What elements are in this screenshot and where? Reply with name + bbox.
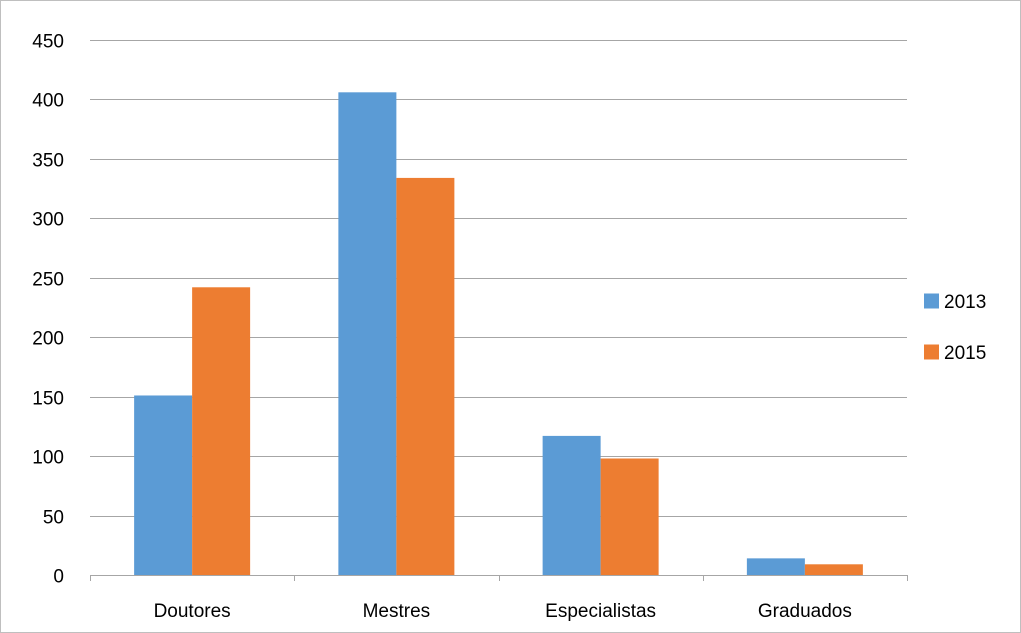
x-tick-label-mestres: Mestres xyxy=(363,601,431,622)
y-tick-label-300: 300 xyxy=(32,210,64,231)
x-tick-label-especialistas: Especialistas xyxy=(545,601,656,622)
y-tick-label-0: 0 xyxy=(53,567,64,588)
y-tick-label-350: 350 xyxy=(32,151,64,172)
legend-swatch-2013 xyxy=(924,293,939,309)
y-tick-label-100: 100 xyxy=(32,448,64,469)
bar-graduados-2013 xyxy=(746,558,805,575)
x-tick-label-graduados: Graduados xyxy=(758,601,852,622)
y-tick-label-400: 400 xyxy=(32,91,64,112)
legend-swatch-2015 xyxy=(924,344,939,360)
bar-mestres-2015 xyxy=(396,177,455,575)
legend-label-2013: 2013 xyxy=(944,292,986,313)
x-axis-tick-labels: Doutores Mestres Especialistas Graduados xyxy=(154,601,852,622)
legend-label-2015: 2015 xyxy=(944,343,986,364)
bar-especialistas-2015 xyxy=(600,458,659,575)
bar-doutores-2013 xyxy=(134,395,193,575)
y-tick-label-250: 250 xyxy=(32,270,64,291)
y-tick-label-50: 50 xyxy=(43,508,64,529)
legend: 2013 2015 xyxy=(924,292,986,364)
y-tick-label-200: 200 xyxy=(32,329,64,350)
x-tick-label-doutores: Doutores xyxy=(154,601,231,622)
bar-doutores-2015 xyxy=(192,287,251,575)
bars xyxy=(134,92,863,576)
bar-mestres-2013 xyxy=(338,92,397,576)
y-axis-tick-labels: 0 50 100 150 200 250 300 350 400 450 xyxy=(32,32,64,588)
bar-graduados-2015 xyxy=(804,564,863,575)
x-axis xyxy=(90,575,908,581)
y-tick-label-450: 450 xyxy=(32,32,64,53)
bar-especialistas-2013 xyxy=(542,435,601,575)
y-tick-label-150: 150 xyxy=(32,389,64,410)
